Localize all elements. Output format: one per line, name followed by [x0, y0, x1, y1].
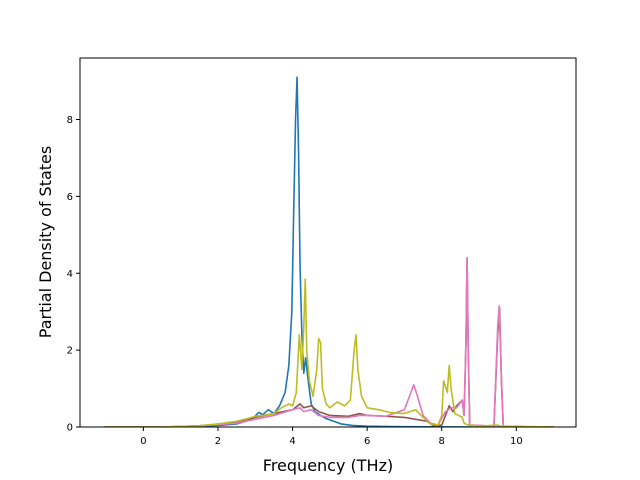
x-tick-label: 6 [364, 436, 370, 447]
x-tick-label: 4 [289, 436, 295, 447]
y-tick-label: 4 [67, 269, 73, 280]
y-axis-label: Partial Density of States [36, 146, 55, 338]
y-axis: 0 2 4 6 8 [67, 115, 80, 434]
x-tick-label: 2 [215, 436, 221, 447]
series-layer [103, 76, 555, 427]
x-axis: 0 2 4 6 8 10 [140, 427, 523, 447]
plot-frame [79, 57, 577, 428]
x-tick-label: 8 [439, 436, 445, 447]
x-tick-label: 10 [510, 436, 523, 447]
series-line-4 [103, 278, 555, 427]
x-tick-label: 0 [140, 436, 146, 447]
y-tick-label: 0 [67, 423, 73, 434]
y-tick-label: 8 [67, 115, 73, 126]
y-tick-label: 2 [67, 346, 73, 357]
y-tick-label: 6 [67, 192, 73, 203]
x-axis-label: Frequency (THz) [263, 456, 393, 475]
